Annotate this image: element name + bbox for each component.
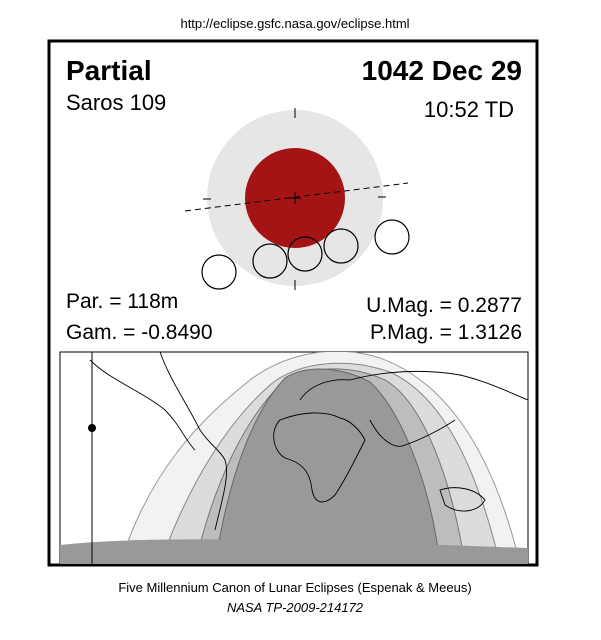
time: 10:52 TD: [424, 97, 514, 122]
visibility-map: [59, 351, 529, 565]
moon: [323, 228, 359, 264]
parameter-par: Par. = 118m: [66, 290, 178, 313]
moon-path: [201, 219, 410, 290]
eclipse-date: 1042 Dec 29: [362, 55, 522, 86]
moon-position: [88, 424, 96, 432]
ecliptic: [184, 182, 409, 212]
parameter-pmag: P.Mag. = 1.3126: [370, 321, 522, 344]
antarctica: [60, 539, 528, 564]
coastlines: [89, 352, 528, 531]
moon: [287, 236, 323, 272]
moon: [201, 254, 237, 290]
moon: [374, 219, 410, 255]
source-url: http://eclipse.gsfc.nasa.gov/eclipse.htm…: [180, 16, 409, 31]
eclipse-geometry: [184, 108, 410, 290]
umbral-region: [214, 368, 441, 564]
parameter-gam: Gam. = -0.8490: [66, 321, 213, 344]
saros: Saros 109: [66, 90, 166, 115]
eclipse-type: Partial: [66, 55, 152, 86]
footer-reference: NASA TP-2009-214172: [227, 600, 364, 615]
parameter-umag: U.Mag. = 0.2877: [366, 294, 522, 317]
footer-title: Five Millennium Canon of Lunar Eclipses …: [118, 580, 471, 595]
moon: [252, 243, 288, 279]
